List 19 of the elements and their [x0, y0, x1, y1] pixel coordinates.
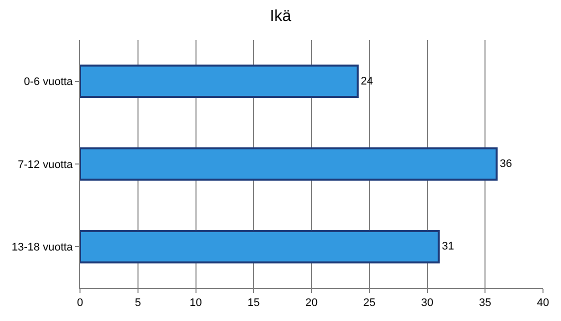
chart-title: Ikä [270, 8, 292, 25]
y-tick-label: 13-18 vuotta [12, 242, 74, 254]
bar [80, 230, 440, 264]
x-tick-label: 5 [134, 297, 141, 310]
bar [80, 64, 359, 98]
x-tick-label: 0 [76, 297, 84, 310]
data-label: 36 [500, 158, 512, 170]
y-tick-label: 0-6 vuotta [24, 76, 74, 88]
data-label: 24 [360, 75, 374, 88]
x-tick-label: 10 [190, 297, 202, 310]
x-tick-label: 15 [248, 297, 260, 310]
x-tick-label: 25 [363, 297, 376, 310]
x-tick-label: 35 [479, 297, 492, 310]
data-label: 31 [442, 240, 454, 253]
x-tick-label: 20 [305, 297, 318, 310]
x-tick-label: 40 [536, 297, 550, 310]
bar [80, 147, 498, 181]
x-tick-label: 30 [421, 297, 434, 310]
y-tick-label: 7-12 vuotta [18, 158, 74, 171]
